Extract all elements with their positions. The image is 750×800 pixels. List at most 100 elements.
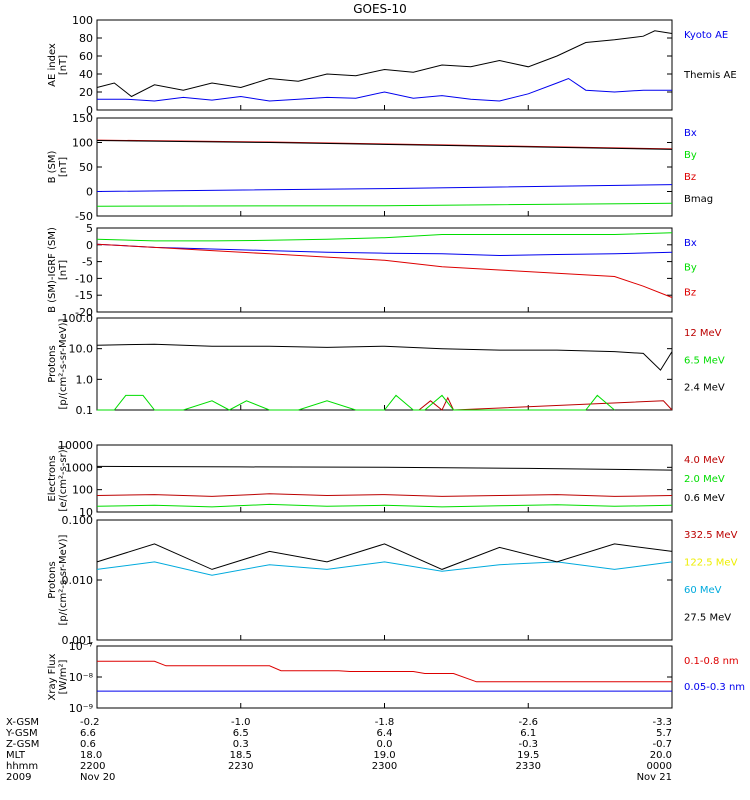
x-row-label: Z-GSM	[6, 739, 39, 750]
x-row-value: -3.3	[652, 717, 672, 728]
x-row-value: 2200	[80, 761, 105, 772]
legend-label: Bmag	[684, 194, 713, 205]
x-row-value: Nov 20	[80, 772, 115, 783]
y-tick-label: -5	[82, 256, 93, 269]
x-row-value: -0.7	[652, 739, 672, 750]
x-row-value: 19.0	[373, 750, 395, 761]
panel-frame	[96, 317, 673, 411]
series-line	[96, 184, 673, 192]
legend-label: Bz	[684, 172, 696, 183]
y-tick-label: 1000	[65, 461, 93, 474]
series-line	[96, 543, 673, 570]
legend-label: 0.6 MeV	[684, 493, 725, 504]
series-line	[96, 243, 673, 298]
x-row-value: 2300	[372, 761, 397, 772]
y-axis-label: [W/m²]	[58, 659, 69, 694]
legend-label: 0.1-0.8 nm	[684, 656, 739, 667]
x-row-label: 2009	[6, 772, 31, 783]
panel-2: 150 100 50 0 -50 B (SM) [nT] Bx By Bz Bmag	[47, 112, 713, 223]
y-axis-label: AE index	[47, 43, 58, 87]
y-tick-label: 150	[72, 112, 93, 125]
y-axis-label: B (SM)-IGRF (SM)	[47, 227, 58, 313]
legend-label: 2.0 MeV	[684, 474, 725, 485]
legend-label: 12 MeV	[684, 328, 722, 339]
series-line	[96, 232, 673, 242]
y-tick-label: 20	[79, 86, 93, 99]
x-row-value: -1.8	[375, 717, 395, 728]
series-line	[96, 561, 673, 576]
x-row-value: 0.6	[80, 739, 96, 750]
y-axis-label: Electrons	[47, 455, 58, 501]
x-row-value: 6.6	[80, 728, 96, 739]
y-tick-label: 10000	[58, 439, 93, 452]
x-row-value: 2330	[516, 761, 541, 772]
x-row-value: -2.6	[518, 717, 538, 728]
y-axis-label: Xray Flux	[47, 653, 58, 700]
y-tick-label: 0.010	[62, 574, 94, 587]
y-tick-label: 0.100	[62, 514, 94, 527]
y-axis-label: [p/(cm²-s-sr-MeV)]	[58, 318, 69, 409]
y-tick-label: 10⁻⁹	[69, 702, 93, 715]
y-tick-label: -20	[75, 306, 93, 319]
legend-label: 27.5 MeV	[684, 613, 731, 624]
y-tick-label: 10⁻⁸	[69, 671, 94, 684]
x-row-label: hhmm	[6, 761, 38, 772]
x-row-value: 5.7	[656, 728, 672, 739]
y-tick-label: -10	[75, 272, 93, 285]
panel-5: 10000 1000 100 10 Electrons [e/(cm²-s-sr)] 4.0…	[47, 439, 725, 519]
panel-6: 0.100 0.010 0.001 Protons [p/(cm²-s-sr-MeV)]…	[47, 514, 738, 647]
legend-label: 4.0 MeV	[684, 455, 725, 466]
y-tick-label: 10	[79, 506, 93, 519]
legend-label: Bz	[684, 287, 696, 298]
x-row-value: -0.2	[80, 717, 100, 728]
x-row-value: 6.1	[520, 728, 536, 739]
series-line	[96, 493, 673, 497]
y-tick-label: 50	[79, 161, 93, 174]
y-tick-label: 0	[86, 186, 93, 199]
x-row-value: -0.3	[518, 739, 538, 750]
y-axis-label: [nT]	[58, 55, 69, 75]
y-tick-label: 100.0	[62, 312, 94, 325]
x-row-value: 18.0	[80, 750, 102, 761]
panel-3: 5 0 -5 -10 -15 -20 B (SM)-IGRF (SM) [nT] Bx By Bz	[47, 222, 697, 319]
y-tick-label: 0	[86, 239, 93, 252]
y-tick-label: 10.0	[69, 343, 94, 356]
y-axis-label: Protons	[47, 345, 58, 382]
series-line	[96, 140, 673, 150]
panel-frame	[96, 444, 673, 513]
legend-label: Bx	[684, 238, 697, 249]
y-tick-label: 40	[79, 68, 93, 81]
y-axis-label: [p/(cm²-s-sr-MeV)]	[58, 534, 69, 625]
x-row-label: MLT	[6, 750, 26, 761]
series-line	[96, 343, 673, 371]
y-axis-label: [nT]	[58, 157, 69, 177]
legend-label: 6.5 MeV	[684, 355, 725, 366]
y-tick-label: 100	[72, 14, 93, 27]
panel-frame	[96, 19, 673, 111]
x-axis-table: X-GSM -0.2 -1.0 -1.8 -2.6 -3.3 Y-GSM 6.6 6.5 6.4 6…	[5, 717, 672, 783]
series-line	[96, 243, 673, 257]
series-line	[97, 77, 672, 102]
legend-label: Themis AE	[683, 70, 737, 81]
x-row-label: X-GSM	[6, 717, 39, 728]
panel-4: 100.0 10.0 1.0 0.1 Protons [p/(cm²-s-sr-MeV)]…	[47, 312, 725, 417]
x-row-value: 0.0	[377, 739, 393, 750]
panel-frame	[96, 117, 673, 217]
x-row-value: 18.5	[230, 750, 252, 761]
x-row-value: 2230	[228, 761, 253, 772]
y-tick-label: 1.0	[76, 373, 94, 386]
y-tick-label: 0	[86, 104, 93, 117]
x-row-value: 0000	[647, 761, 672, 772]
y-tick-label: 0.001	[62, 634, 94, 647]
x-row-value: -1.0	[231, 717, 251, 728]
y-axis-label: [e/(cm²-s-sr)]	[58, 445, 69, 511]
legend-label: Bx	[684, 128, 697, 139]
panel-1: 100 80 60 40 20 0 AE index [nT] Kyoto AE Themis A…	[47, 14, 737, 117]
y-tick-label: 10⁻⁷	[69, 640, 93, 653]
legend-label: 332.5 MeV	[684, 530, 738, 541]
series-line	[418, 396, 673, 411]
x-row-value: 0.3	[233, 739, 249, 750]
series-line	[96, 202, 673, 207]
